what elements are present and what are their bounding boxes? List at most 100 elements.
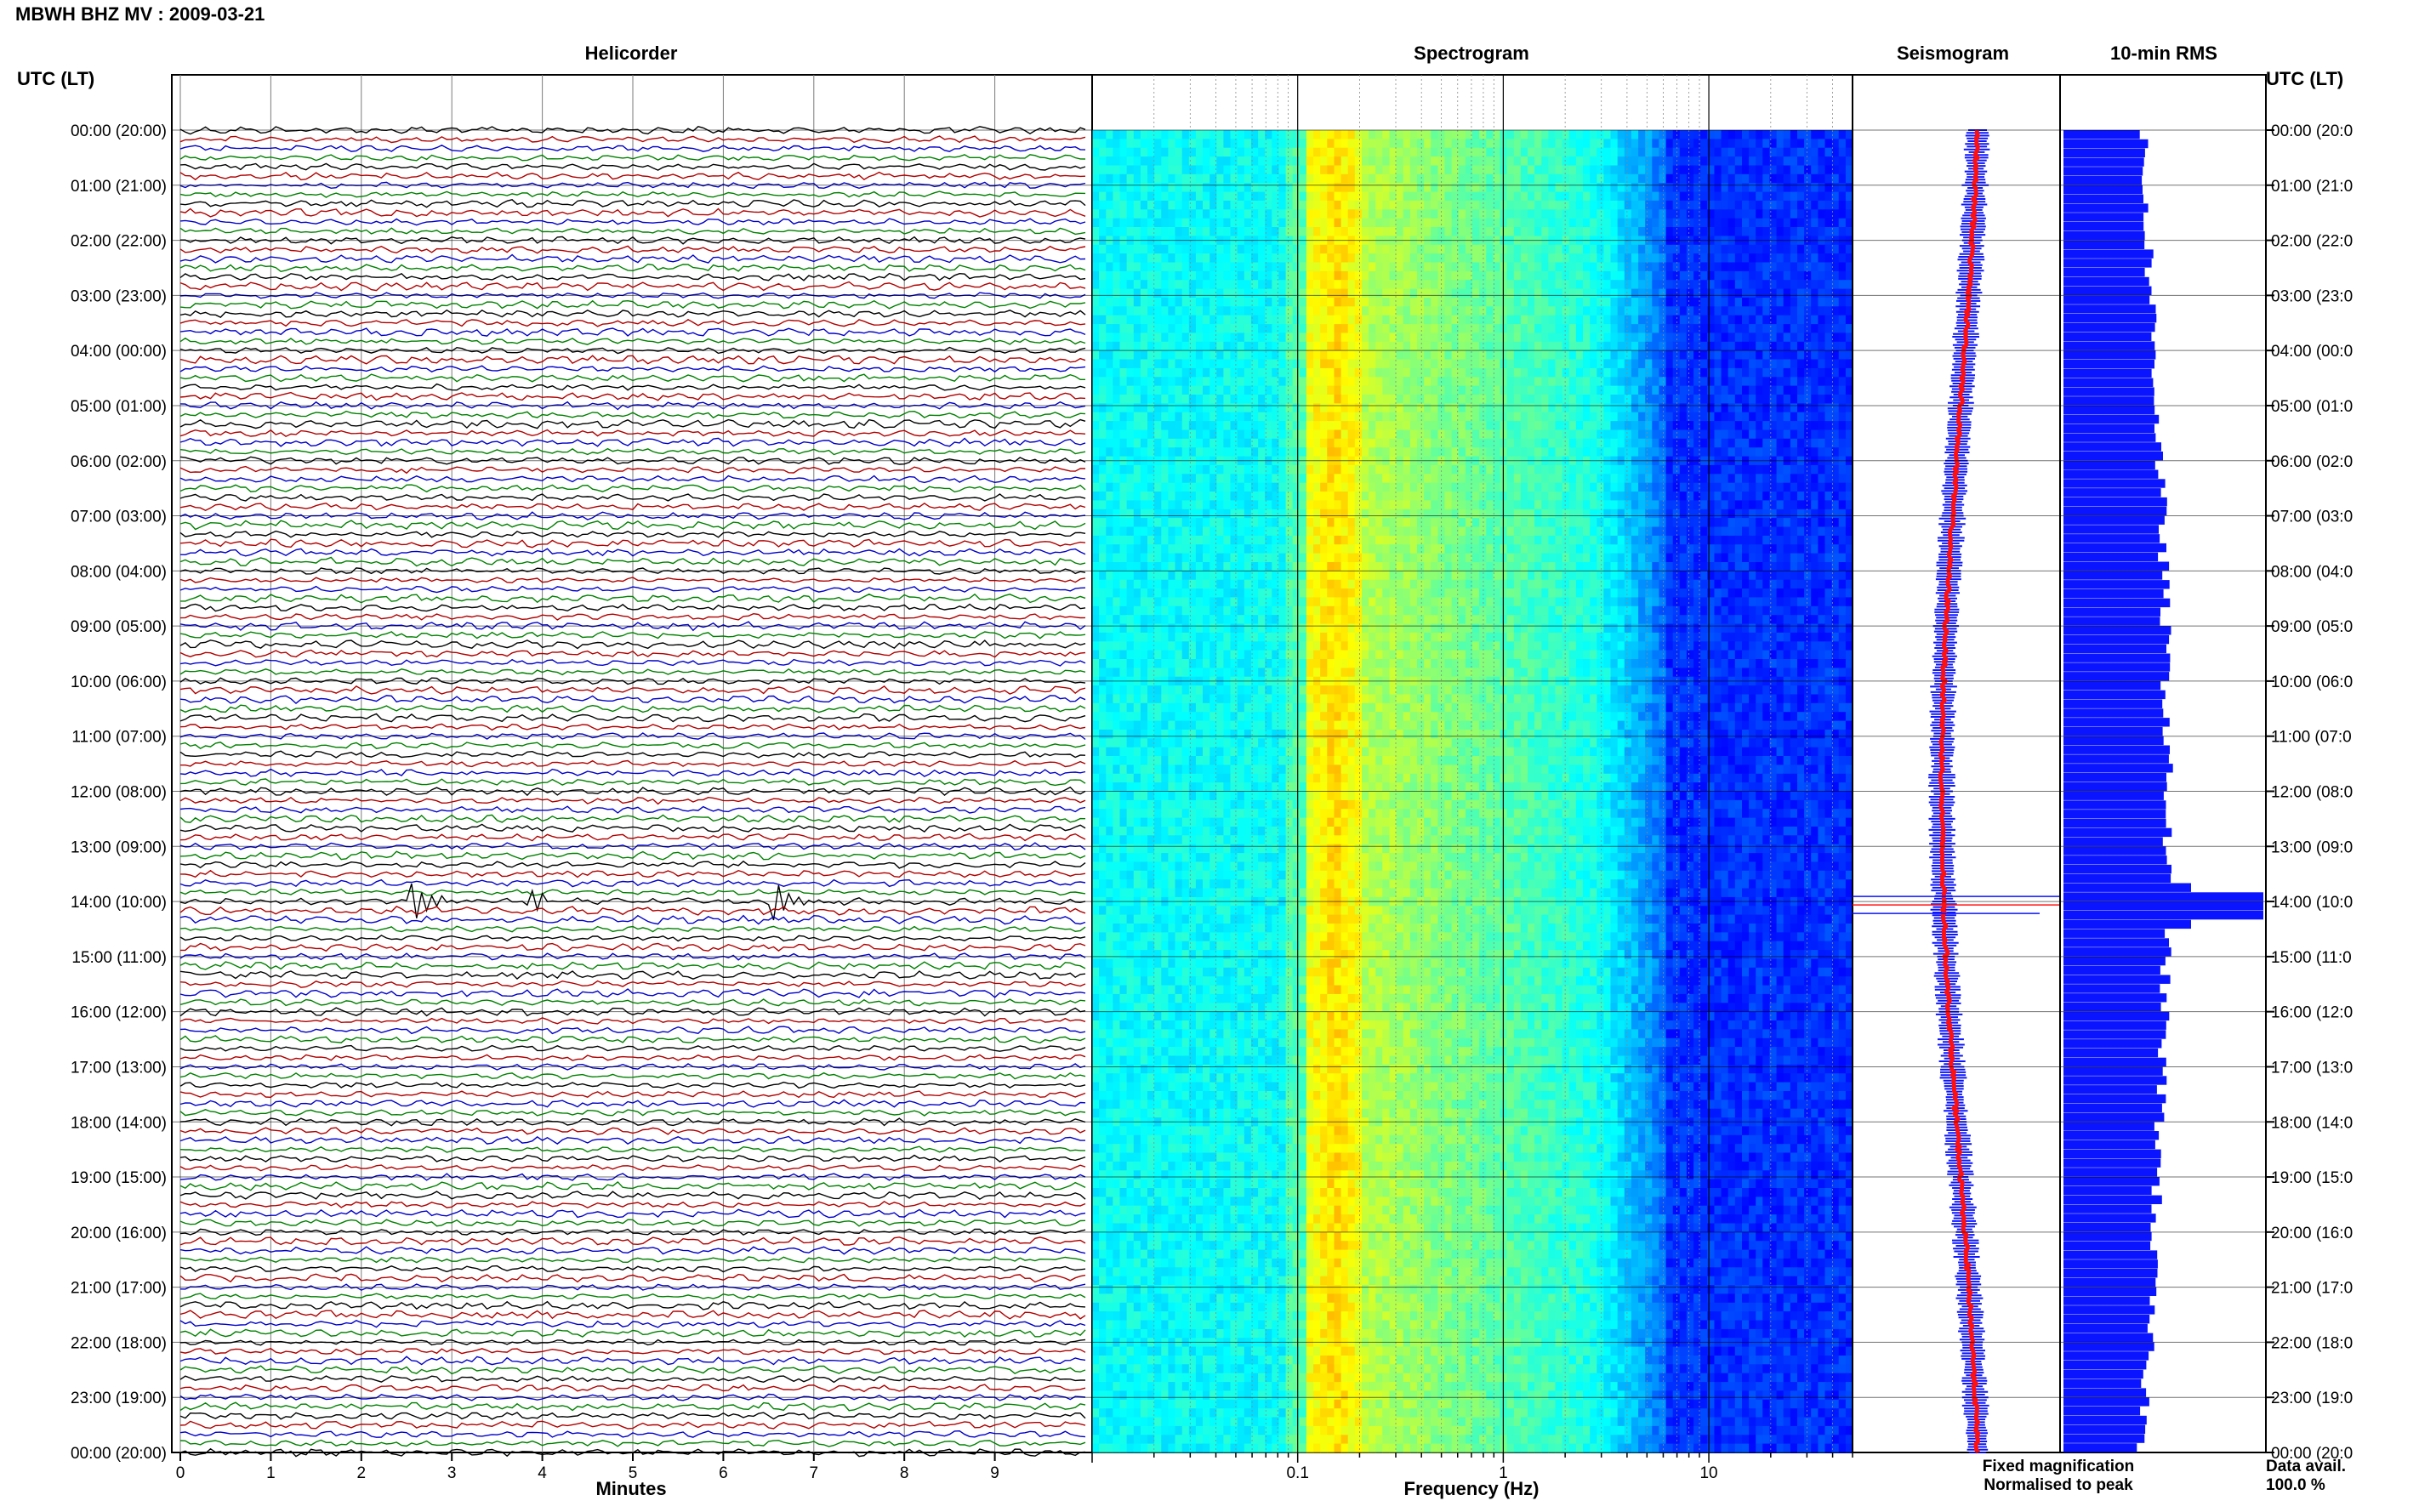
spectrogram-cell bbox=[1147, 509, 1155, 519]
spectrogram-cell bbox=[1327, 139, 1335, 149]
spectrogram-cell bbox=[1568, 324, 1577, 334]
spectrogram-cell bbox=[1175, 244, 1183, 254]
spectrogram-cell bbox=[1575, 464, 1584, 475]
spectrogram-cell bbox=[1181, 377, 1190, 387]
spectrogram-cell bbox=[1320, 429, 1328, 440]
spectrogram-cell bbox=[1783, 209, 1791, 219]
spectrogram-cell bbox=[1693, 147, 1701, 157]
spectrogram-cell bbox=[1541, 429, 1549, 440]
spectrogram-cell bbox=[1603, 367, 1612, 378]
spectrogram-cell bbox=[1790, 306, 1798, 316]
spectrogram-cell bbox=[1244, 359, 1252, 369]
spectrogram-cell bbox=[1811, 262, 1819, 272]
spectrogram-cell bbox=[1645, 395, 1653, 404]
spectrogram-cell bbox=[1555, 500, 1563, 510]
spectrogram-cell bbox=[1313, 367, 1321, 378]
spectrogram-cell bbox=[1444, 341, 1453, 351]
spectrogram-cell bbox=[1099, 130, 1107, 139]
spectrogram-cell bbox=[1693, 367, 1701, 378]
spectrogram-cell bbox=[1444, 421, 1453, 431]
spectrogram-cell bbox=[1382, 421, 1390, 431]
spectrogram-cell bbox=[1216, 130, 1224, 139]
helicorder-trace bbox=[179, 263, 1086, 273]
spectrogram-cell bbox=[1113, 191, 1121, 202]
spectrogram-cell bbox=[1541, 156, 1549, 167]
spectrogram-cell bbox=[1389, 173, 1397, 184]
spectrogram-cell bbox=[1603, 421, 1612, 431]
spectrogram-cell bbox=[1161, 385, 1169, 395]
spectrogram-cell bbox=[1776, 350, 1784, 361]
spectrogram-cell bbox=[1431, 395, 1438, 404]
spectrogram-cell bbox=[1617, 367, 1625, 378]
spectrogram-cell bbox=[1347, 464, 1356, 475]
spectrogram-cell bbox=[1520, 298, 1528, 307]
spectrogram-cell bbox=[1686, 209, 1694, 219]
spectrogram-cell bbox=[1126, 270, 1135, 281]
spectrogram-cell bbox=[1382, 500, 1390, 510]
spectrogram-cell bbox=[1382, 367, 1390, 378]
helicorder-trace bbox=[179, 567, 1086, 575]
spectrogram-cell bbox=[1555, 385, 1563, 395]
spectrogram-cell bbox=[1382, 227, 1390, 236]
spectrogram-cell bbox=[1203, 403, 1210, 413]
spectrogram-cell bbox=[1562, 253, 1570, 264]
spectrogram-cell bbox=[1389, 165, 1397, 175]
spectrogram-cell bbox=[1486, 244, 1494, 254]
spectrogram-cell bbox=[1714, 270, 1722, 281]
spectrogram-cell bbox=[1347, 139, 1356, 149]
spectrogram-cell bbox=[1472, 139, 1480, 149]
spectrogram-cell bbox=[1769, 395, 1778, 404]
spectrogram-cell bbox=[1603, 173, 1612, 184]
spectrogram-cell bbox=[1265, 403, 1272, 413]
spectrogram-cell bbox=[1140, 377, 1148, 387]
spectrogram-cell bbox=[1154, 173, 1162, 184]
spectrogram-cell bbox=[1417, 492, 1425, 501]
spectrogram-cell bbox=[1396, 139, 1404, 149]
spectrogram-cell bbox=[1409, 438, 1418, 448]
spectrogram-cell bbox=[1665, 244, 1674, 254]
spectrogram-cell bbox=[1797, 324, 1805, 334]
spectrogram-cell bbox=[1403, 288, 1411, 298]
spectrogram-cell bbox=[1210, 315, 1217, 325]
spectrogram-cell bbox=[1541, 359, 1549, 369]
spectrogram-cell bbox=[1811, 209, 1819, 219]
spectrogram-cell bbox=[1340, 165, 1349, 175]
spectrogram-cell bbox=[1431, 509, 1438, 519]
spectrogram-cell bbox=[1631, 209, 1639, 219]
spectrogram-cell bbox=[1479, 421, 1487, 431]
spectrogram-cell bbox=[1645, 350, 1653, 361]
spectrogram-cell bbox=[1417, 156, 1425, 167]
spectrogram-cell bbox=[1237, 403, 1245, 413]
spectrogram-cell bbox=[1451, 191, 1460, 202]
spectrogram-cell bbox=[1721, 209, 1729, 219]
spectrogram-cell bbox=[1237, 253, 1245, 264]
spectrogram-cell bbox=[1424, 429, 1431, 440]
spectrogram-cell bbox=[1250, 165, 1259, 175]
spectrogram-cell bbox=[1597, 412, 1604, 422]
spectrogram-cell bbox=[1845, 412, 1853, 422]
spectrogram-cell bbox=[1369, 500, 1376, 510]
spectrogram-cell bbox=[1700, 350, 1708, 361]
spectrogram-cell bbox=[1479, 227, 1487, 236]
spectrogram-cell bbox=[1568, 200, 1577, 210]
spectrogram-cell bbox=[1306, 341, 1314, 351]
spectrogram-cell bbox=[1665, 464, 1674, 475]
spectrogram-cell bbox=[1444, 298, 1453, 307]
spectrogram-cell bbox=[1161, 438, 1169, 448]
spectrogram-cell bbox=[1147, 350, 1155, 361]
spectrogram-cell bbox=[1631, 270, 1639, 281]
spectrogram-cell bbox=[1313, 183, 1321, 193]
spectrogram-cell bbox=[1347, 447, 1356, 458]
spectrogram-cell bbox=[1707, 333, 1715, 343]
spectrogram-cell bbox=[1824, 447, 1833, 458]
spectrogram-cell bbox=[1444, 333, 1453, 343]
spectrogram-cell bbox=[1472, 270, 1480, 281]
spectrogram-cell bbox=[1665, 156, 1674, 167]
spectrogram-cell bbox=[1354, 262, 1363, 272]
spectrogram-cell bbox=[1811, 385, 1819, 395]
spectrogram-cell bbox=[1340, 500, 1349, 510]
spectrogram-cell bbox=[1444, 412, 1453, 422]
spectrogram-cell bbox=[1313, 280, 1321, 290]
spectrogram-cell bbox=[1520, 447, 1528, 458]
spectrogram-cell bbox=[1824, 500, 1833, 510]
